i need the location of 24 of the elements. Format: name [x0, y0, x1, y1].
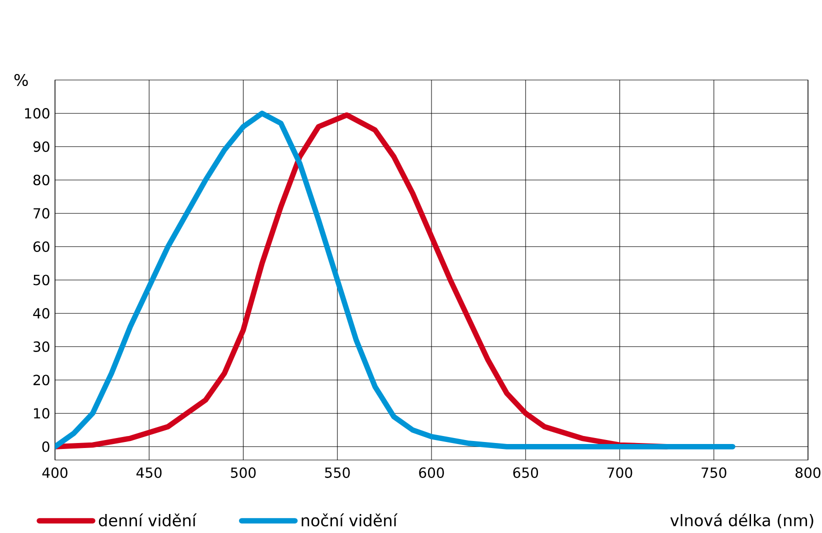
y-tick-label: 70	[34, 208, 50, 219]
y-tick-label: 40	[33, 308, 50, 319]
y-tick-label: 50	[34, 274, 50, 286]
x-tick-label: 400	[42, 467, 68, 478]
y-tick-label: 20	[34, 374, 50, 386]
x-tick-label: 650	[513, 467, 538, 478]
y-tick-label: 30	[34, 341, 50, 352]
y-tick-label: 100	[25, 108, 50, 119]
x-tick-label: 800	[796, 467, 820, 478]
legend-label: noční vidění	[302, 513, 398, 526]
y-tick-label: 90	[33, 141, 50, 152]
legend-label: denní vidění	[98, 513, 197, 526]
x-tick-label: 750	[702, 467, 726, 478]
y-tick-label: 10	[34, 408, 50, 419]
x-tick-label: 450	[136, 467, 162, 478]
x-tick-label: 500	[230, 467, 256, 478]
y-tick-label: 60	[33, 241, 50, 252]
y-axis-title: %	[14, 74, 28, 86]
x-tick-label: 700	[608, 467, 632, 478]
x-tick-label: 600	[419, 467, 444, 478]
x-axis-title: vlnová délka (nm)	[670, 513, 814, 528]
y-tick-label: 0	[42, 441, 50, 452]
x-tick-label: 550	[325, 467, 350, 478]
y-tick-label: 80	[33, 174, 50, 186]
